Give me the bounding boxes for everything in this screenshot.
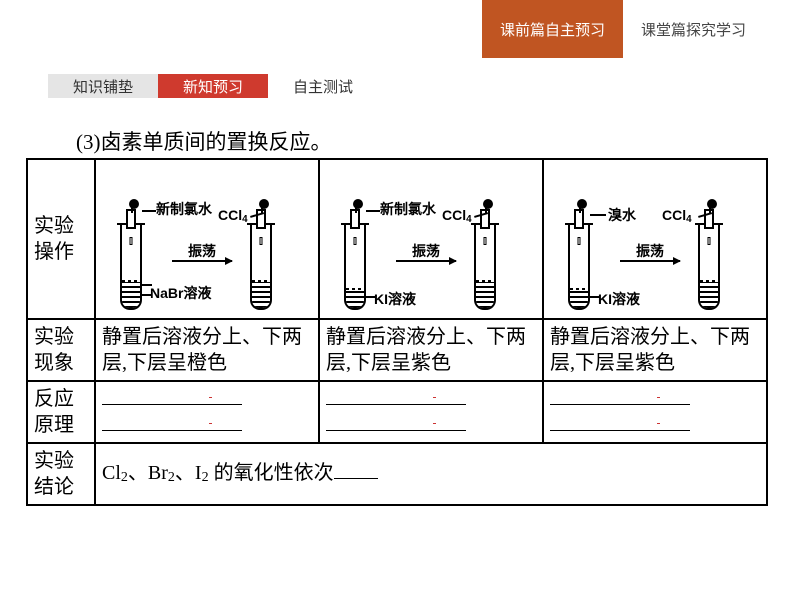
label-solution: KI溶液 [598, 290, 640, 308]
label-reagent: 新制氯水 [156, 200, 212, 218]
arrow-shake: 振荡 [396, 242, 456, 262]
test-tube-icon [344, 225, 366, 310]
diagram-cell-3: 溴水 CCl4 振荡 KI溶液 [543, 159, 767, 319]
principle-2 [319, 381, 543, 443]
diagram-2: 新制氯水 CCl4 振荡 KI溶液 [326, 164, 536, 314]
conclusion-text: Cl2、Br2、I2 的氧化性依次 [95, 443, 767, 505]
diagram-3: 溴水 CCl4 振荡 KI溶液 [550, 164, 760, 314]
phenomena-3: 静置后溶液分上、下两层,下层呈紫色 [543, 319, 767, 381]
tab-preview[interactable]: 新知预习 [158, 74, 268, 98]
fill-blank[interactable] [326, 387, 466, 405]
phenomena-2: 静置后溶液分上、下两层,下层呈紫色 [319, 319, 543, 381]
test-tube-icon [474, 225, 496, 310]
fill-blank[interactable] [550, 413, 690, 431]
nav-preview[interactable]: 课前篇自主预习 [482, 0, 623, 58]
fill-blank[interactable] [102, 387, 242, 405]
test-tube-icon [250, 225, 272, 310]
fill-blank[interactable] [102, 413, 242, 431]
tabs: 知识铺垫 新知预习 自主测试 [48, 74, 378, 98]
arrow-shake: 振荡 [172, 242, 232, 262]
test-tube-icon [698, 225, 720, 310]
test-tube-icon [568, 225, 590, 310]
test-tube-icon [120, 225, 142, 310]
principle-1 [95, 381, 319, 443]
label-conclusion: 实验结论 [27, 443, 95, 505]
diagram-1: 新制氯水 CCl4 振荡 NaBr溶液 [102, 164, 312, 314]
diagram-cell-2: 新制氯水 CCl4 振荡 KI溶液 [319, 159, 543, 319]
tab-selftest[interactable]: 自主测试 [268, 74, 378, 98]
principle-3 [543, 381, 767, 443]
arrow-shake: 振荡 [620, 242, 680, 262]
experiment-table: 实验操作 新制氯水 CCl4 振荡 NaBr溶液 [26, 158, 768, 506]
label-ccl4: CCl4 [218, 206, 248, 227]
label-reagent: 新制氯水 [380, 200, 436, 218]
label-reagent: 溴水 [608, 206, 636, 224]
tab-knowledge[interactable]: 知识铺垫 [48, 74, 158, 98]
fill-blank[interactable] [550, 387, 690, 405]
label-ccl4: CCl4 [442, 206, 472, 227]
nav-class[interactable]: 课堂篇探究学习 [623, 0, 764, 58]
label-solution: NaBr溶液 [150, 284, 211, 302]
label-solution: KI溶液 [374, 290, 416, 308]
fill-blank[interactable] [326, 413, 466, 431]
label-operation: 实验操作 [27, 159, 95, 319]
diagram-cell-1: 新制氯水 CCl4 振荡 NaBr溶液 [95, 159, 319, 319]
top-nav: 课前篇自主预习 课堂篇探究学习 [482, 0, 764, 58]
label-phenomena: 实验现象 [27, 319, 95, 381]
fill-blank[interactable] [334, 478, 378, 479]
section-title: (3)卤素单质间的置换反应。 [76, 126, 332, 156]
label-principle: 反应原理 [27, 381, 95, 443]
label-ccl4: CCl4 [662, 206, 692, 227]
phenomena-1: 静置后溶液分上、下两层,下层呈橙色 [95, 319, 319, 381]
